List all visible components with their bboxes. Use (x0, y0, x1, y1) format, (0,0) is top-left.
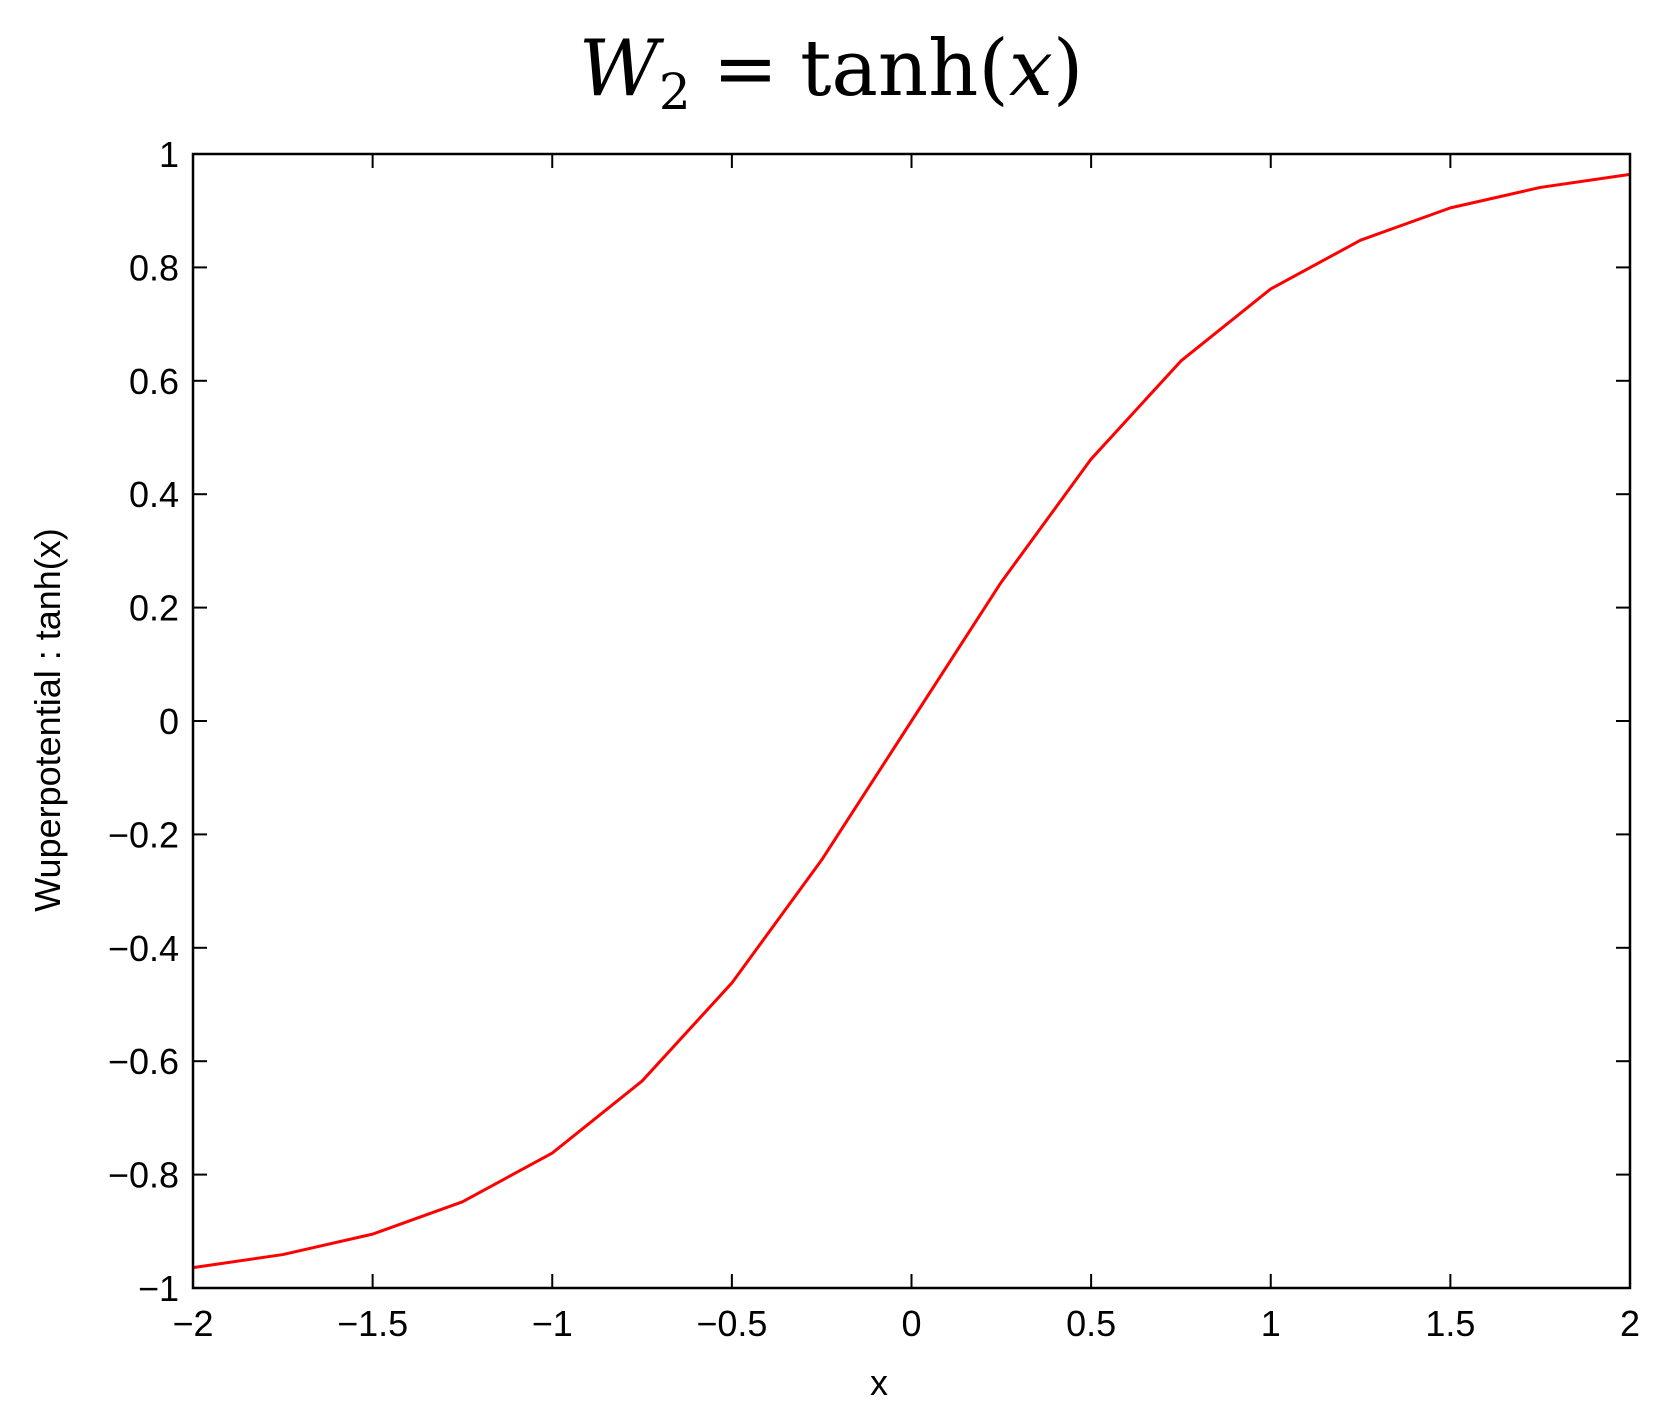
tick-labels: −2 −1.5 −1 −0.5 0 0.5 1 1.5 2 −1 −0.8 −0.6 −0.4 −0.2 0… (108, 134, 1640, 1344)
y-tick-label: 1 (159, 134, 179, 175)
y-tick-label: −0.2 (108, 814, 179, 855)
x-tick-label: −2 (172, 1303, 213, 1344)
title-open-paren: ( (978, 24, 1008, 114)
x-tick-label: 0 (901, 1303, 921, 1344)
x-tick-label: −1 (532, 1303, 573, 1344)
x-tick-label: 1.5 (1425, 1303, 1475, 1344)
plot-frame (191, 152, 1632, 1290)
x-tick-label: 2 (1620, 1303, 1640, 1344)
title-arg: x (1009, 24, 1053, 114)
x-tick-label: −0.5 (696, 1303, 767, 1344)
y-tick-label: −0.6 (108, 1041, 179, 1082)
y-tick-label: −0.4 (108, 928, 179, 969)
title-lhs-symbol: W (579, 24, 665, 114)
chart-title: W2 = tanh(x) (579, 24, 1084, 121)
x-tick-label: 1 (1261, 1303, 1281, 1344)
y-tick-label: 0.2 (129, 588, 179, 629)
y-tick-label: 0 (159, 701, 179, 742)
series-layer (192, 172, 1631, 1270)
title-func: tanh (800, 24, 978, 114)
x-tick-label: 0.5 (1066, 1303, 1116, 1344)
y-axis-label: Wuperpotential : tanh(x) (27, 528, 68, 912)
x-axis-label: x (870, 1362, 888, 1403)
y-tick-label: −0.8 (108, 1155, 179, 1196)
y-tick-label: 0.4 (129, 474, 179, 515)
series-line (192, 172, 1631, 1270)
y-tick-label: −1 (138, 1268, 179, 1309)
title-subscript: 2 (659, 63, 691, 121)
x-tick-label: −1.5 (337, 1303, 408, 1344)
title-equals: = (713, 24, 778, 114)
y-tick-label: 0.6 (129, 361, 179, 402)
y-tick-label: 0.8 (129, 247, 179, 288)
title-close-paren: ) (1053, 24, 1083, 114)
